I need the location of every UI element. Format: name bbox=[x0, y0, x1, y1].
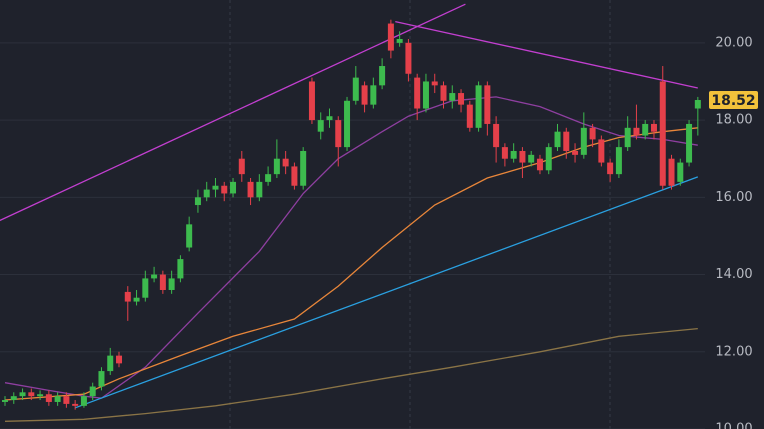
candle-body bbox=[431, 81, 438, 86]
candle-body bbox=[484, 85, 491, 124]
candle-body bbox=[300, 150, 307, 186]
candle-body bbox=[493, 123, 500, 148]
y-tick-label: 18.00 bbox=[715, 113, 752, 128]
candle-body bbox=[563, 131, 570, 151]
candle-body bbox=[291, 166, 298, 186]
candle-body bbox=[238, 158, 245, 175]
overlays bbox=[0, 3, 699, 422]
candle-body bbox=[19, 392, 26, 397]
y-tick-label: 16.00 bbox=[715, 190, 752, 205]
candle-body bbox=[361, 85, 368, 105]
candle-body bbox=[642, 123, 649, 136]
candles bbox=[2, 19, 701, 410]
candle-body bbox=[396, 39, 403, 43]
candle-body bbox=[519, 150, 526, 163]
candle-body bbox=[107, 355, 114, 372]
candle-body bbox=[370, 85, 377, 105]
y-tick-label: 10.00 bbox=[715, 422, 752, 429]
y-tick-label: 14.00 bbox=[715, 267, 752, 282]
grid bbox=[0, 42, 705, 429]
last-price-label: 18.52 bbox=[711, 93, 755, 109]
candle-body bbox=[98, 371, 105, 387]
candle-body bbox=[159, 274, 166, 290]
candle-body bbox=[212, 185, 219, 190]
candle-body bbox=[230, 181, 237, 194]
candle-body bbox=[54, 396, 61, 402]
candle-body bbox=[10, 396, 17, 401]
candle-body bbox=[151, 274, 158, 279]
candle-body bbox=[344, 100, 351, 148]
candle-body bbox=[686, 123, 693, 163]
y-tick-label: 12.00 bbox=[715, 344, 752, 359]
candle-body bbox=[203, 189, 210, 198]
last-price-box bbox=[709, 91, 758, 110]
candle-body bbox=[387, 23, 394, 51]
candle-body bbox=[510, 150, 517, 159]
candle-body bbox=[2, 400, 8, 402]
candle-body bbox=[449, 93, 456, 101]
candle-body bbox=[194, 197, 201, 206]
overlay-line bbox=[395, 20, 698, 89]
candle-body bbox=[63, 396, 70, 404]
candle-body bbox=[624, 127, 631, 148]
candle-body bbox=[273, 158, 280, 175]
overlay-line bbox=[4, 327, 698, 422]
candle-body bbox=[282, 158, 289, 167]
overlay-line bbox=[4, 96, 698, 399]
candle-body bbox=[379, 66, 386, 86]
candle-body bbox=[116, 355, 123, 364]
y-tick-label: 20.00 bbox=[715, 35, 752, 50]
candle-body bbox=[335, 120, 342, 148]
candle-body bbox=[668, 158, 675, 186]
candle-body bbox=[256, 181, 263, 198]
candle-body bbox=[598, 139, 605, 163]
candle-body bbox=[466, 104, 473, 128]
candle-body bbox=[405, 42, 412, 74]
candle-body bbox=[536, 158, 543, 171]
candle-body bbox=[37, 394, 44, 397]
overlay-line bbox=[4, 127, 698, 401]
candle-body bbox=[265, 174, 272, 182]
candle-body bbox=[124, 291, 131, 302]
candle-body bbox=[694, 100, 701, 109]
candle-body bbox=[528, 154, 535, 163]
candle-body bbox=[422, 81, 429, 109]
candle-body bbox=[308, 81, 315, 121]
candle-body bbox=[414, 77, 421, 109]
candle-body bbox=[589, 127, 596, 140]
candle-body bbox=[28, 392, 35, 397]
candle-body bbox=[89, 386, 96, 397]
candle-body bbox=[45, 394, 52, 402]
overlay-line bbox=[0, 3, 466, 222]
candle-body bbox=[168, 278, 175, 290]
candle-body bbox=[326, 116, 333, 121]
candle-body bbox=[142, 278, 149, 298]
candle-body bbox=[133, 297, 140, 302]
candle-body bbox=[545, 147, 552, 171]
price-axis: 10.00 12.00 14.00 16.00 18.00 20.00 18.52 bbox=[709, 35, 758, 429]
candle-body bbox=[80, 396, 87, 406]
candle-body bbox=[633, 127, 640, 136]
candle-body bbox=[352, 77, 359, 101]
candle-body bbox=[615, 147, 622, 175]
candle-body bbox=[580, 127, 587, 155]
candle-body bbox=[572, 150, 579, 155]
candle-body bbox=[177, 259, 184, 279]
candle-body bbox=[72, 403, 79, 406]
candle-body bbox=[501, 147, 508, 159]
candle-body bbox=[650, 123, 657, 132]
candle-body bbox=[440, 85, 447, 101]
candle-body bbox=[607, 162, 614, 175]
candle-body bbox=[659, 81, 666, 186]
candle-body bbox=[186, 224, 193, 248]
candle-body bbox=[677, 162, 684, 182]
candle-body bbox=[221, 185, 228, 194]
candle-body bbox=[247, 181, 254, 198]
overlay-line bbox=[74, 176, 699, 409]
candle-body bbox=[554, 131, 561, 148]
candle-body bbox=[458, 93, 465, 105]
candle-body bbox=[317, 120, 324, 132]
candle-body bbox=[475, 85, 482, 128]
